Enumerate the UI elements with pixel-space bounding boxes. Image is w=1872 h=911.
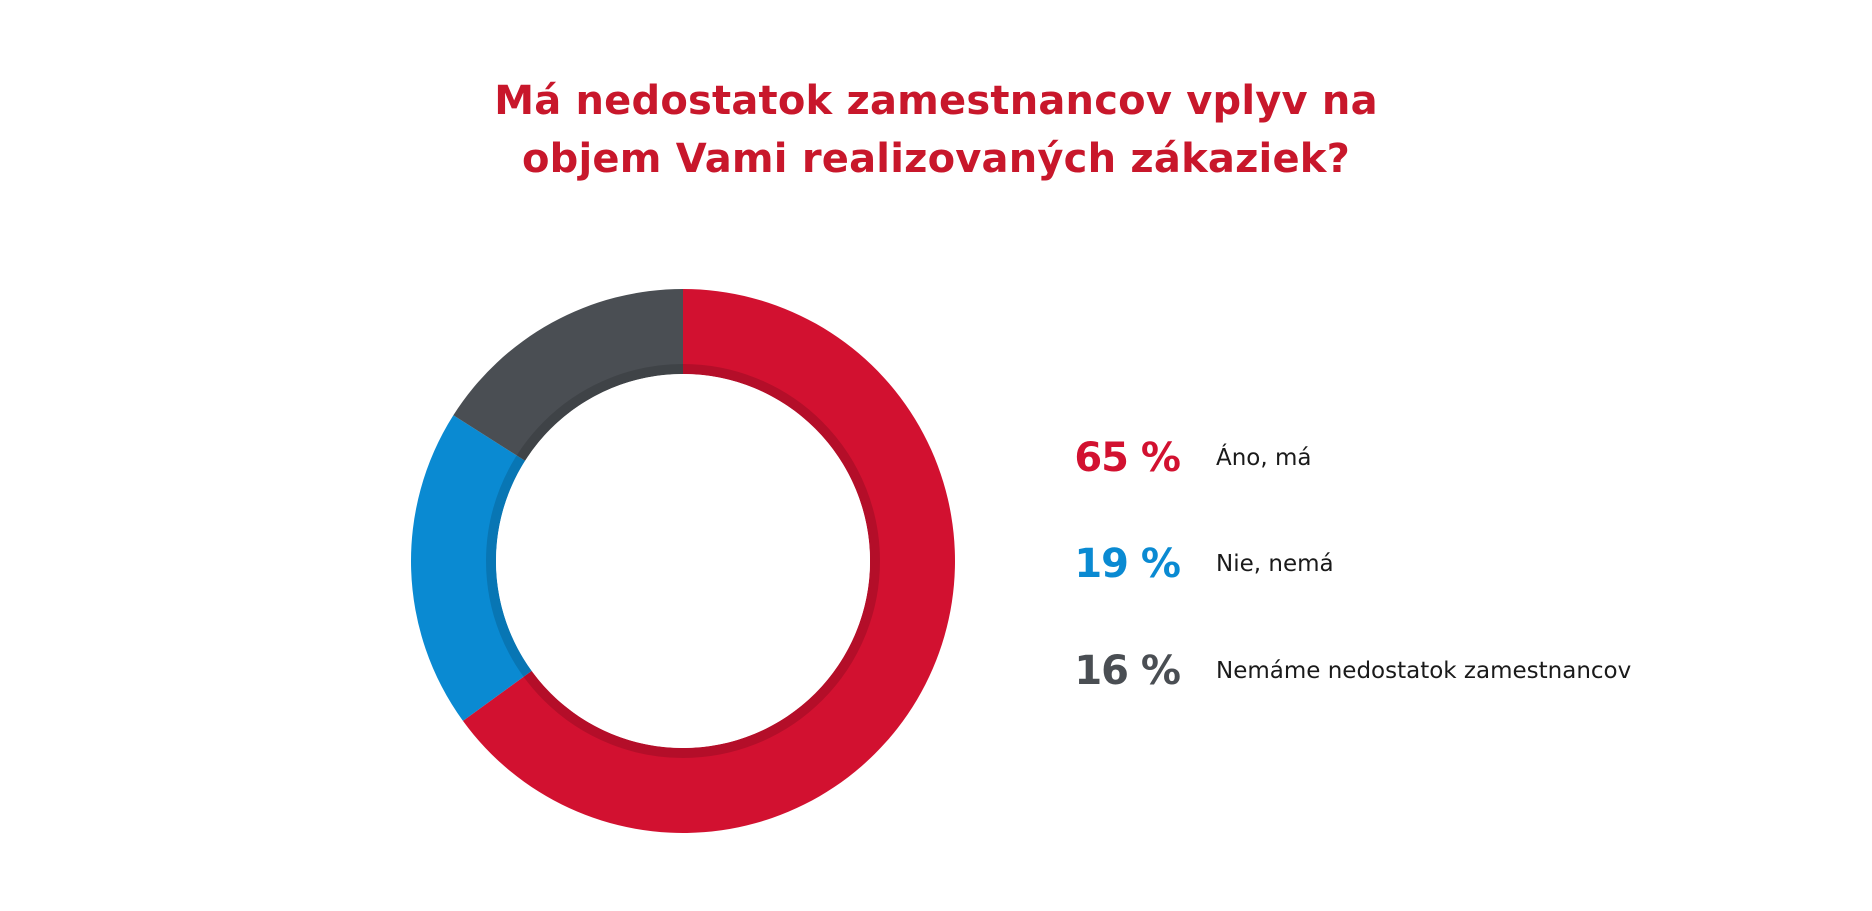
legend-value-ano: 65 % [1074,435,1181,481]
legend-value-nemame: 16 % [1074,648,1181,694]
legend-label-ano: Áno, má [1216,445,1312,471]
donut-slice-ano [462,289,955,833]
chart-title: Má nedostatok zamestnancov vplyv na obje… [0,72,1872,188]
chart-title-line-1: Má nedostatok zamestnancov vplyv na [494,78,1378,124]
legend-item-ano: 65 % Áno, má [1060,428,1760,488]
chart-title-line-2: objem Vami realizovaných zákaziek? [522,136,1350,182]
donut-slice-nie [411,415,532,721]
donut-hole [496,374,870,748]
legend-item-nie: 19 % Nie, nemá [1060,534,1760,594]
legend-label-nemame: Nemáme nedostatok zamestnancov [1216,658,1632,684]
legend-label-nie: Nie, nemá [1216,551,1334,577]
legend-value-nie: 19 % [1074,541,1181,587]
donut-inner-shadow [486,364,880,758]
legend-item-nemame: 16 % Nemáme nedostatok zamestnancov [1060,641,1760,701]
donut-slice-nemame [453,289,683,461]
